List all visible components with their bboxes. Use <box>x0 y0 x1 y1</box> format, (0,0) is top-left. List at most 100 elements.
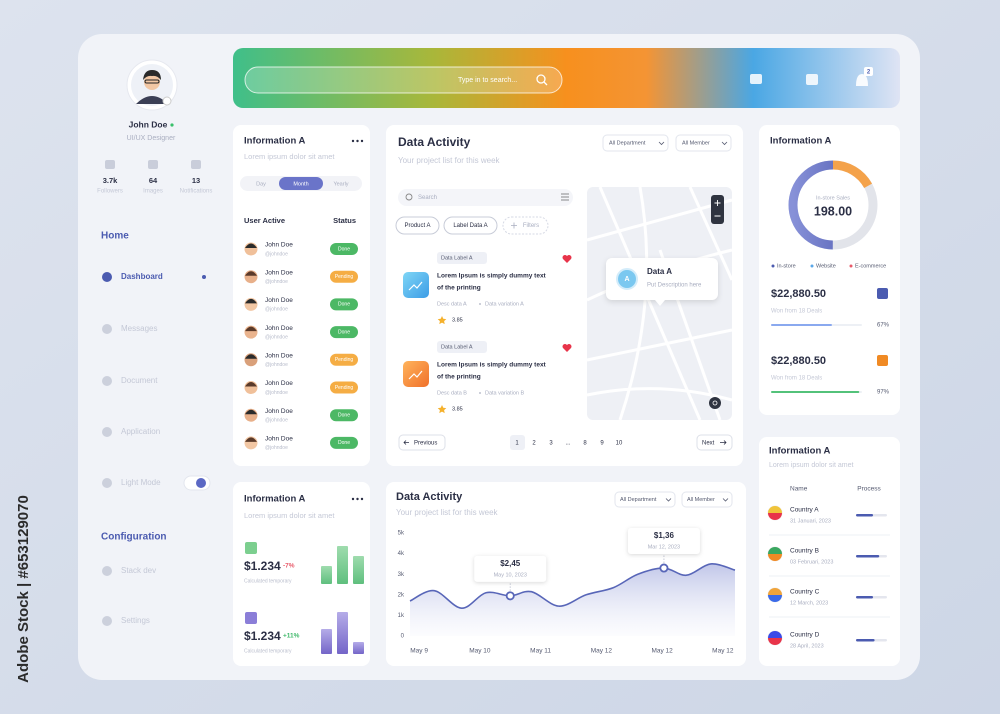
card <box>233 482 370 666</box>
user-name: John Doe <box>129 119 168 129</box>
page-number[interactable]: 8 <box>583 441 587 447</box>
stat-change: -7% <box>283 563 295 570</box>
status-text: Done <box>338 246 350 252</box>
star-icon <box>437 316 447 325</box>
zoom-control[interactable] <box>711 195 724 224</box>
page-number[interactable]: 3 <box>549 441 553 447</box>
dropdown[interactable] <box>681 491 733 508</box>
card <box>233 125 370 466</box>
heart-icon[interactable] <box>562 255 572 263</box>
mini-bar <box>337 546 348 584</box>
stat-value: 13 <box>192 176 200 185</box>
pagination-text: Next <box>702 441 715 447</box>
nav-icon <box>102 427 112 437</box>
dropdown-caret <box>722 498 729 502</box>
page-number[interactable]: ... <box>565 441 570 447</box>
nav-item[interactable]: Messages <box>121 324 157 333</box>
status-text: Done <box>338 413 350 419</box>
star-icon <box>437 405 447 414</box>
status-text: Pending <box>335 357 354 363</box>
y-tick-label: 1k <box>398 613 405 619</box>
page-number[interactable]: 9 <box>600 441 604 447</box>
process-bar <box>856 555 880 558</box>
dropdown-text: All Member <box>682 140 710 146</box>
pagination-prev[interactable] <box>398 434 446 451</box>
more-dot <box>351 497 355 501</box>
dropdown-caret <box>658 141 665 146</box>
stat-value: 64 <box>149 176 158 185</box>
dropdown[interactable] <box>675 134 732 152</box>
map-road <box>586 198 733 242</box>
chip[interactable] <box>502 216 549 235</box>
user-name: John Doe <box>265 408 293 415</box>
chart-title: Data Activity <box>396 491 463 503</box>
status-text: Pending <box>335 385 354 391</box>
progress-label: 67% <box>877 323 890 329</box>
pagination-text: Previous <box>414 441 437 447</box>
header-icon[interactable] <box>750 74 762 84</box>
nav-item[interactable]: Stack dev <box>121 566 156 575</box>
stat-label: Notifications <box>180 189 213 195</box>
page-number[interactable]: 2 <box>532 441 536 447</box>
map-popup-text: Put Description here <box>647 283 702 289</box>
nav-item[interactable]: Dashboard <box>121 272 163 281</box>
page-number[interactable]: 10 <box>616 441 623 447</box>
stat-label: Images <box>143 189 163 195</box>
card-title: Information A <box>769 446 831 457</box>
stat-note: Calculated temporary <box>244 578 292 584</box>
tab[interactable]: Month <box>293 181 308 187</box>
x-tick-label: May 12 <box>651 648 673 655</box>
more-dot <box>351 139 355 143</box>
user-handle: @johndoe <box>265 445 288 451</box>
card-title: Data Activity <box>398 135 471 149</box>
bell-icon[interactable] <box>856 74 868 86</box>
more-dot <box>356 139 359 143</box>
annotation-date: Mar 12, 2023 <box>648 544 680 550</box>
chip[interactable] <box>443 216 498 235</box>
nav-icon <box>102 376 112 386</box>
y-tick-label: 4k <box>398 551 405 557</box>
heart-icon[interactable] <box>562 343 572 352</box>
nav-item[interactable]: Document <box>121 376 158 385</box>
nav-item[interactable]: Light Mode <box>121 478 161 487</box>
mini-bar <box>353 642 364 654</box>
map-road <box>586 328 733 362</box>
more-dot <box>356 497 359 501</box>
search-icon <box>536 74 546 84</box>
map-popup-tail <box>655 300 665 306</box>
map-popup-title: Data A <box>647 267 672 276</box>
process-bar <box>856 639 875 642</box>
donut-value: 198.00 <box>814 204 852 218</box>
locate-button[interactable] <box>709 397 721 409</box>
card-subtitle: Lorem ipsum dolor sit amet <box>244 152 335 161</box>
header-icon[interactable] <box>806 74 818 85</box>
country-name: Country C <box>790 589 820 596</box>
user-name: John Doe <box>265 297 293 304</box>
tab[interactable]: Day <box>256 181 266 187</box>
search-field[interactable] <box>398 189 573 206</box>
user-name: John Doe <box>265 242 293 249</box>
dropdown[interactable] <box>602 134 669 152</box>
annotation-date: May 10, 2023 <box>494 572 527 578</box>
user-hair <box>245 437 257 442</box>
card-title: Information A <box>770 136 832 147</box>
item-rating: 3.85 <box>452 317 463 323</box>
pagination-next[interactable] <box>696 434 733 451</box>
annotation-box <box>474 555 547 582</box>
nav-item[interactable]: Settings <box>121 616 150 625</box>
chip-text: Filters <box>523 223 539 229</box>
chip[interactable] <box>395 216 440 235</box>
legend-text: In-store <box>777 263 796 269</box>
page-number[interactable]: 1 <box>515 441 519 447</box>
user-handle: @johndoe <box>265 390 288 396</box>
stat-icon <box>191 160 201 169</box>
area-fill <box>410 563 735 636</box>
search-box[interactable] <box>244 66 563 94</box>
card-subtitle: Lorem ipsum dolor sit amet <box>244 511 335 520</box>
flag-part <box>768 588 782 595</box>
tab[interactable]: Yearly <box>333 181 348 187</box>
nav-item[interactable]: Application <box>121 427 160 436</box>
dropdown[interactable] <box>614 491 676 508</box>
notification-count: 2 <box>867 69 871 75</box>
